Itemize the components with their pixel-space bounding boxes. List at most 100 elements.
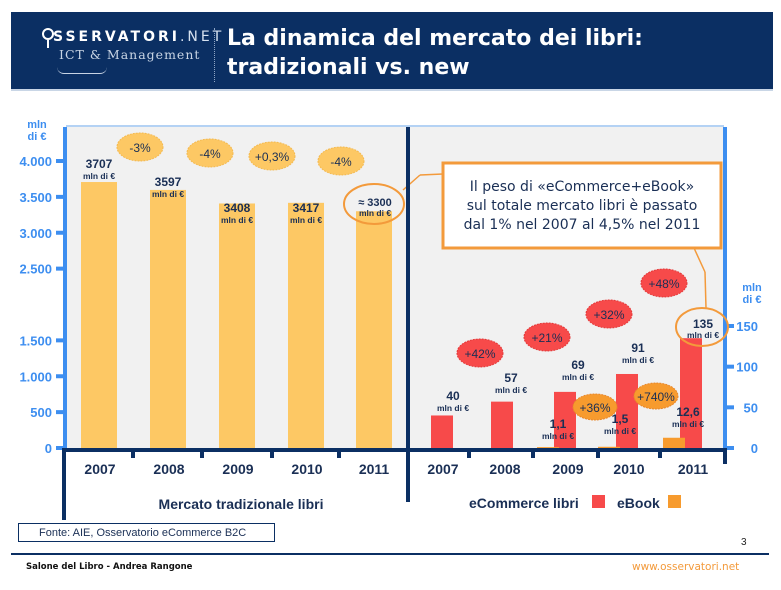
ecommerce-growth-label: +21% [531,331,562,345]
callout-text-line: sul totale mercato libri è passato [467,198,698,214]
ebook-growth-label: +740% [637,390,675,404]
left-x-tick-label: 2007 [84,461,115,477]
callout-connector-right [693,247,706,273]
ecommerce-growth-bubble [640,268,688,298]
title-separator [214,28,215,82]
right-y-axis [723,127,727,448]
traditional-bar-2011 [356,211,392,448]
right-x-axis-edge [723,448,727,464]
traditional-bar-2008 [150,189,186,448]
ecommerce-bar-2010 [616,373,638,448]
ebook-growth-bubble [633,382,679,410]
ebook-bar-2011 [663,437,685,448]
ecommerce-value-label: 135 [693,317,713,331]
right-x-tick [658,448,662,458]
left-y-tick [56,338,64,343]
footer-website[interactable]: www.osservatori.net [632,561,740,573]
left-y-tick-label: 1.500 [19,333,52,348]
ecommerce-bar-2011 [680,338,702,448]
left-y-tick [56,446,64,450]
left-x-axis-edge [62,448,66,520]
x-axis-baseline [62,448,725,452]
ebook-unit-label: mln di € [672,419,704,429]
logo-text: SSERVATORI.NET [53,29,224,45]
ecommerce-growth-bubble [585,299,633,329]
left-y-axis-label-unit: di € [28,131,47,143]
left-y-tick-label: 3.500 [19,190,52,205]
right-y-tick [726,446,734,450]
logo-swoosh-icon [57,67,107,74]
left-x-tick [270,448,274,458]
source-note: Fonte: AIE, Osservatorio eCommerce B2C [18,523,275,542]
ebook-bar-2009 [537,447,559,449]
ecommerce-value-label: 40 [446,389,460,403]
callout-connector-right [704,271,707,309]
right-x-tick-label: 2007 [427,461,458,477]
ecommerce-unit-label: mln di € [495,385,527,395]
ecommerce-bar-2009 [554,391,576,448]
left-y-tick-label: 0 [45,441,52,456]
left-x-tick [200,448,204,458]
right-x-tick [467,448,471,458]
traditional-value-label-estimate: ≈ 3300 [358,197,392,209]
callout-text-line: dal 1% nel 2007 al 4,5% nel 2011 [464,217,701,233]
charts-area: 05001.0001.5002.5003.0003.5004.000mlndi … [19,119,762,520]
right-y-tick [726,324,734,328]
right-x-tick-label: 2011 [678,461,709,477]
ecommerce-bar-2008 [491,401,513,448]
ebook-growth-label: +36% [579,401,610,415]
callout-box [441,161,723,250]
callout-connector-left [419,173,444,176]
traditional-growth-bubble [317,146,365,176]
ecommerce-unit-label: mln di € [622,355,654,365]
callout-connector-left [402,174,421,191]
ebook-bar-2010 [598,446,620,449]
traditional-bar-2007 [81,182,117,448]
ecommerce-2011-callout-circle [675,307,729,347]
left-x-tick [337,448,341,458]
left-x-tick-label: 2010 [291,461,322,477]
legend-label-ecommerce: eCommerce libri [469,495,579,511]
left-y-tick-label: 2.500 [19,262,52,277]
ecommerce-unit-label: mln di € [562,372,594,382]
traditional-bar-2010 [288,202,324,448]
traditional-growth-label: -4% [330,155,352,169]
slide-header: SSERVATORI.NET ICT & Management La dinam… [11,12,773,91]
ecommerce-growth-bubble [456,338,504,368]
right-x-tick [531,448,535,458]
left-y-tick [56,230,64,235]
ecommerce-value-label: 57 [504,371,518,385]
legend-label-ebook: eBook [617,495,660,511]
slide-title-line2: tradizionali vs. new [227,55,470,80]
logo-text-bold: SSERVATORI [53,29,180,45]
right-y-axis-label-unit: di € [743,294,762,306]
left-y-axis [63,127,67,448]
right-y-axis-label: mln [742,282,762,294]
left-x-tick-label: 2009 [222,461,253,477]
ebook-value-label: 1,5 [612,412,629,426]
traditional-value-label: 3417 [293,201,320,215]
traditional-growth-bubble [248,141,296,171]
traditional-value-label: 3597 [155,175,182,189]
left-y-tick [56,374,64,379]
logo-pin-icon [42,28,54,40]
left-y-axis-label: mln [27,119,47,131]
ebook-value-label: 12,6 [676,405,700,419]
ecommerce-growth-label: +42% [464,347,495,361]
footer-event: Salone del Libro - Andrea Rangone [26,562,193,572]
right-y-tick-label: 100 [736,360,758,375]
ecommerce-growth-label: +48% [648,277,679,291]
left-y-tick [56,194,64,199]
chart-divider [406,127,410,502]
right-y-tick [726,364,734,369]
ebook-unit-label: mln di € [604,426,636,436]
page-number: 3 [741,537,747,548]
traditional-unit-label: mln di € [83,171,115,181]
traditional-unit-label: mln di € [359,208,391,218]
ebook-unit-label: mln di € [542,431,574,441]
left-x-tick-label: 2008 [153,461,184,477]
left-y-tick-label: 1.000 [19,369,52,384]
estimate-callout-circle [343,183,405,225]
ecommerce-value-label: 91 [631,341,645,355]
traditional-unit-label: mln di € [221,215,253,225]
